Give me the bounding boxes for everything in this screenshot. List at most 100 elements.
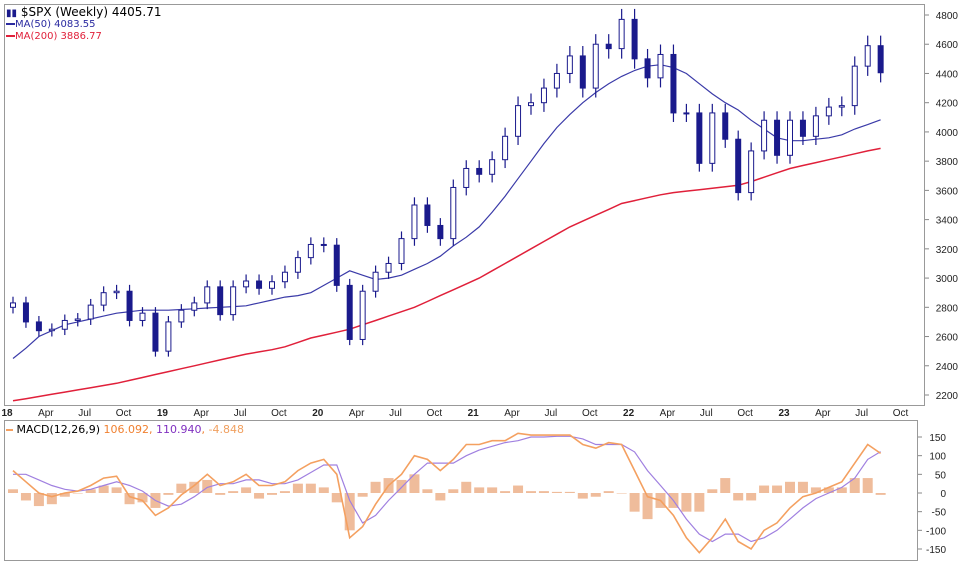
macd-histogram-bar [254, 493, 265, 499]
price-candle [864, 45, 871, 67]
macd-histogram-bar [8, 489, 18, 493]
price-candle [61, 319, 68, 330]
macd-histogram-bar [836, 487, 847, 493]
price-candle [217, 286, 224, 316]
price-candle [398, 238, 405, 264]
ma50-legend: MA(50) 4083.55 [6, 19, 96, 30]
price-candle [774, 119, 781, 156]
ma50-swatch [6, 23, 15, 25]
macd-histogram-bar [305, 483, 316, 493]
price-ytick-label: 4200 [936, 99, 959, 110]
price-candle [411, 204, 418, 240]
x-tick-label: 18 [1, 408, 13, 419]
macd-histogram-bar [616, 493, 627, 494]
macd-histogram-bar [20, 493, 31, 501]
macd-ytick-label: 100 [929, 452, 946, 463]
macd-histogram-bar [318, 487, 329, 493]
macd-legend: MACD(12,26,9) 106.092, 110.940, -4.848 [6, 423, 244, 436]
macd-histogram-bar [357, 493, 368, 497]
price-candle [696, 112, 703, 164]
x-tick-label: Apr [504, 408, 520, 419]
price-candle [450, 186, 457, 240]
macd-histogram-bar [564, 491, 575, 493]
macd-histogram-bar [590, 493, 601, 497]
price-candle [683, 112, 690, 115]
macd-histogram-bar [681, 493, 692, 512]
macd-histogram-bar [513, 485, 524, 493]
price-candle [87, 304, 94, 320]
macd-histogram-bar [500, 491, 511, 493]
macd-histogram-bar [228, 491, 239, 493]
price-candle [670, 53, 677, 114]
signal-value: 110.940 [156, 423, 202, 436]
price-candle [178, 309, 185, 323]
macd-histogram-bar [849, 478, 860, 493]
x-tick-label: Oct [582, 408, 598, 419]
macd-histogram-bar [176, 483, 187, 493]
price-candle [113, 290, 120, 294]
x-tick-label: 22 [623, 408, 635, 419]
price-candle [294, 257, 301, 273]
price-ytick-label: 3000 [936, 274, 959, 285]
macd-histogram-bar [46, 493, 57, 505]
price-title: $SPX (Weekly) 4405.71 [20, 5, 162, 19]
x-tick-label: Apr [38, 408, 54, 419]
price-ytick-label: 4000 [936, 128, 959, 139]
x-tick-label: 21 [468, 408, 480, 419]
signal-line [13, 435, 881, 543]
price-ytick-label: 2200 [936, 391, 959, 402]
price-candle [256, 280, 263, 289]
macd-histogram-bar [59, 493, 70, 497]
price-candle [463, 167, 470, 188]
x-tick-label: Jul [234, 408, 247, 419]
price-candle [502, 135, 509, 161]
price-candle [722, 112, 729, 140]
macd-panel-frame [4, 420, 918, 561]
macd-histogram-bar [733, 493, 744, 501]
price-candle [372, 271, 379, 292]
price-candle [618, 18, 625, 50]
x-tick-label: Oct [737, 408, 753, 419]
ma200-swatch [6, 35, 15, 37]
price-candle [320, 243, 327, 246]
x-tick-label: Jul [855, 408, 868, 419]
macd-ytick-label: -100 [926, 526, 946, 537]
price-candle [631, 18, 638, 60]
price-candle [489, 159, 496, 175]
price-candle [812, 115, 819, 137]
macd-histogram-bar [202, 479, 213, 493]
macd-histogram-bar [435, 493, 446, 501]
price-candle [100, 292, 107, 306]
macd-ytick-label: 150 [929, 433, 946, 444]
price-ytick-label: 3400 [936, 216, 959, 227]
macd-ytick-label: -150 [926, 545, 946, 556]
price-candle [152, 312, 159, 352]
ohlc-icon: ▮▮ [6, 8, 18, 19]
macd-histogram-bar [124, 493, 135, 505]
macd-histogram-bar [487, 487, 498, 493]
price-ytick-label: 4600 [936, 40, 959, 51]
price-candle [269, 281, 275, 289]
price-panel-frame [4, 4, 925, 406]
price-candle [709, 112, 716, 164]
macd-histogram-bar [474, 487, 485, 493]
macd-histogram-bar [85, 489, 96, 493]
price-candle [579, 55, 586, 89]
price-candle [528, 102, 534, 107]
macd-value: 106.092 [103, 423, 150, 436]
price-candle [333, 244, 340, 286]
price-candle [191, 302, 198, 311]
x-tick-label: Apr [815, 408, 831, 419]
macd-ytick-label: 50 [935, 470, 947, 481]
price-ytick-label: 3200 [936, 245, 959, 256]
macd-histogram-bar [396, 479, 407, 493]
x-tick-label: Apr [193, 408, 209, 419]
macd-histogram-bar [137, 493, 148, 503]
x-tick-label: Oct [116, 408, 132, 419]
x-tick-label: Jul [78, 408, 91, 419]
macd-histogram-bar [409, 474, 420, 493]
macd-ytick-label: -50 [932, 508, 947, 519]
ma50-line [12, 64, 881, 359]
